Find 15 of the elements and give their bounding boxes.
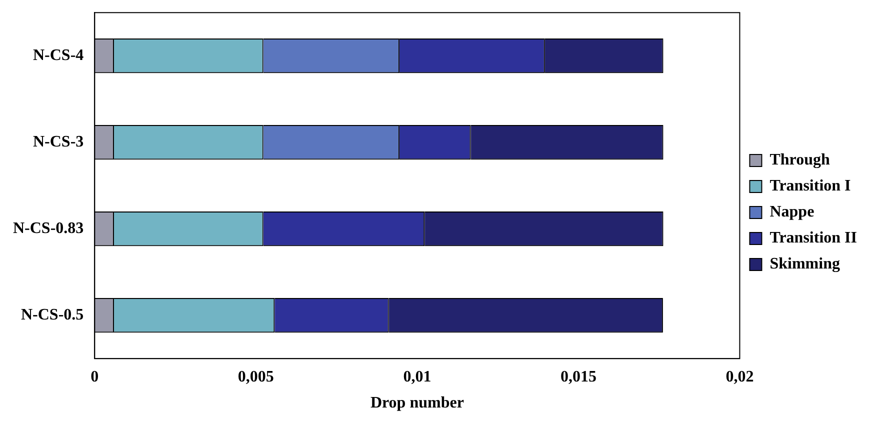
x-axis-title: Drop number	[370, 394, 464, 412]
x-tick-label: 0,005	[238, 368, 274, 386]
legend-label: Nappe	[770, 204, 814, 221]
x-tick-label: 0,01	[403, 368, 432, 386]
legend-label: Through	[770, 152, 830, 169]
legend-label: Transition I	[770, 178, 851, 195]
y-tick-label: N-CS-0.5	[20, 306, 84, 324]
x-tick-label: 0,015	[560, 368, 596, 386]
legend-label: Skimming	[770, 256, 840, 273]
y-tick-label: N-CS-3	[32, 133, 84, 150]
y-tick-label: N-CS-4	[32, 46, 84, 64]
legend-label: Transition II	[770, 230, 857, 247]
x-tick-label: 0,02	[726, 368, 754, 386]
x-tick-label: 0	[90, 368, 99, 386]
y-tick-label: N-CS-0.83	[12, 220, 84, 237]
